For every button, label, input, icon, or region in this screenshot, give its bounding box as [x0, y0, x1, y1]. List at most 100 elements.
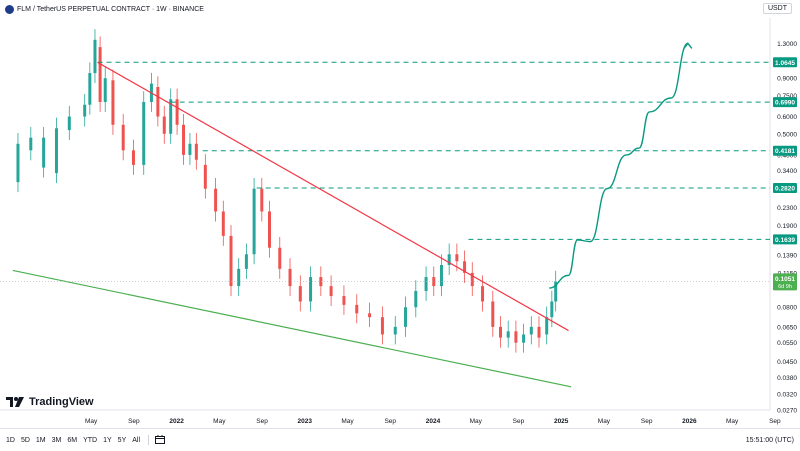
- timeframe-5y[interactable]: 5Y: [117, 436, 127, 444]
- candle-body: [162, 116, 166, 134]
- candle-body: [463, 261, 467, 273]
- candle: [329, 275, 333, 307]
- price-tick-label: 0.0550: [777, 340, 797, 347]
- candle: [194, 133, 198, 170]
- chart-header: FLM / TetherUS PERPETUAL CONTRACT · 1W ·…: [0, 0, 204, 18]
- candle: [203, 154, 207, 199]
- candle: [288, 258, 292, 297]
- candle-body: [329, 286, 333, 297]
- candle-body: [481, 286, 485, 302]
- candle: [278, 237, 282, 279]
- price-level-label: 0.2820: [775, 185, 795, 192]
- candle-body: [252, 188, 256, 255]
- candle: [491, 290, 495, 337]
- candle-body: [404, 307, 408, 327]
- candle-body: [424, 277, 428, 291]
- candle-body: [16, 143, 20, 183]
- timeframe-6m[interactable]: 6M: [67, 436, 78, 444]
- candle-body: [103, 78, 107, 102]
- candle-body: [83, 104, 87, 117]
- bottom-toolbar: 1D 5D 1M 3M 6M YTD 1Y 5Y All 15:51:00 (U…: [0, 428, 800, 451]
- candle-body: [288, 268, 292, 287]
- timeframe-5d[interactable]: 5D: [20, 436, 30, 444]
- candle-body: [380, 317, 384, 335]
- candle-body: [499, 326, 502, 338]
- candle: [175, 88, 179, 135]
- timeframe-3m[interactable]: 3M: [51, 436, 62, 444]
- projection-arrowhead: [683, 42, 693, 49]
- date-range-icon[interactable]: [155, 434, 166, 446]
- candle: [54, 117, 58, 184]
- candle-body: [319, 277, 323, 287]
- candle-body: [268, 211, 271, 248]
- candle-body: [455, 254, 459, 262]
- candle: [319, 266, 323, 297]
- candle-body: [529, 326, 533, 335]
- toolbar-divider: [148, 435, 150, 445]
- candle-body: [550, 301, 554, 318]
- candle: [260, 177, 264, 222]
- price-tick-label: 0.2300: [777, 205, 797, 212]
- price-tick-label: 0.0800: [777, 305, 797, 312]
- price-tick-label: 0.1390: [777, 252, 797, 259]
- candle: [463, 250, 467, 283]
- candle: [414, 280, 418, 318]
- time-tick-label: May: [598, 418, 611, 425]
- current-price-label: 0.1051: [775, 276, 795, 283]
- candle: [29, 126, 33, 161]
- candle-body: [554, 281, 558, 302]
- candle: [380, 306, 384, 345]
- candle: [268, 200, 271, 258]
- time-tick-label: May: [470, 418, 483, 425]
- current-price-countdown: 6d 9h: [778, 284, 792, 290]
- candle-body: [414, 290, 418, 308]
- candle-body: [203, 164, 207, 189]
- candle: [252, 177, 256, 265]
- candle-body: [260, 188, 264, 212]
- time-tick-label: May: [85, 418, 98, 425]
- price-level-tag: [773, 97, 797, 108]
- candle-body: [29, 137, 33, 151]
- candle-body: [182, 124, 186, 155]
- candle: [98, 36, 102, 112]
- candle-body: [537, 326, 541, 338]
- projection-path: [549, 42, 689, 289]
- brand-name: TradingView: [29, 396, 94, 408]
- time-tick-label: May: [726, 418, 739, 425]
- time-tick-label: Sep: [384, 418, 396, 425]
- timeframe-all[interactable]: All: [132, 436, 141, 444]
- candle: [214, 177, 218, 222]
- support-trendline: [12, 269, 572, 388]
- candle: [221, 200, 225, 246]
- currency-selector[interactable]: USDT: [762, 3, 792, 14]
- candle: [142, 91, 146, 175]
- price-tick-label: 0.6000: [777, 114, 797, 121]
- timeframe-1m[interactable]: 1M: [35, 436, 46, 444]
- candle: [121, 114, 125, 161]
- price-level-label: 0.1639: [775, 237, 795, 244]
- timeframe-1y[interactable]: 1Y: [103, 436, 112, 444]
- timeframe-1d[interactable]: 1D: [6, 436, 15, 444]
- price-tick-label: 0.1900: [777, 223, 797, 230]
- symbol-title[interactable]: FLM / TetherUS PERPETUAL CONTRACT · 1W ·…: [17, 5, 204, 13]
- current-price-tag: [773, 273, 797, 291]
- candle: [393, 316, 397, 345]
- price-level-tag: [773, 57, 797, 68]
- candle-body: [514, 331, 518, 343]
- candle: [404, 296, 408, 337]
- candle: [342, 285, 346, 315]
- candle: [188, 133, 192, 165]
- time-tick-label: May: [213, 418, 226, 425]
- price-level-label: 1.0645: [775, 60, 795, 67]
- price-tick-label: 0.0320: [777, 391, 797, 398]
- time-tick-label: 2022: [169, 418, 184, 425]
- price-tick-label: 0.7500: [777, 93, 797, 100]
- candle-body: [368, 313, 372, 318]
- price-tick-label: 0.0450: [777, 359, 797, 366]
- clock[interactable]: 15:51:00 (UTC): [745, 436, 794, 444]
- price-level-label: 0.4181: [775, 148, 795, 155]
- candle: [169, 88, 173, 144]
- price-tick-label: 0.0380: [777, 375, 797, 382]
- timeframe-ytd[interactable]: YTD: [83, 436, 98, 444]
